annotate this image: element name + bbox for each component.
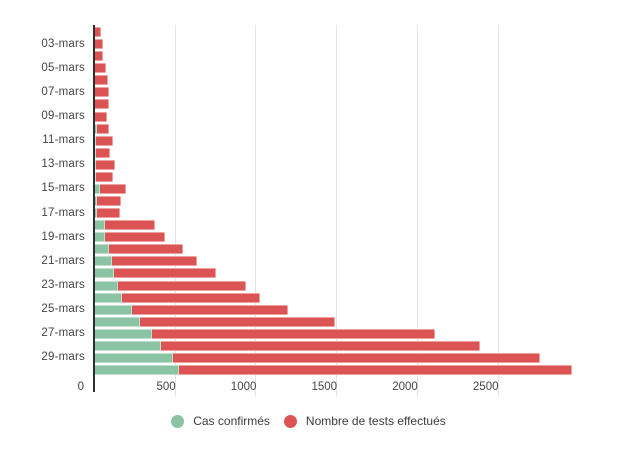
gridline xyxy=(174,25,176,397)
cases-bar[interactable] xyxy=(94,159,97,170)
tests-bar[interactable] xyxy=(94,111,107,122)
gridline xyxy=(255,25,257,397)
tests-bar[interactable] xyxy=(94,183,126,194)
tests-bar[interactable] xyxy=(94,316,335,327)
y-axis-tick-label: 21-mars xyxy=(41,254,85,267)
tests-bar[interactable] xyxy=(94,292,261,303)
y-axis-tick-label: 25-mars xyxy=(41,303,85,316)
cases-bar[interactable] xyxy=(94,232,105,243)
tests-swatch-icon xyxy=(283,414,297,428)
y-axis-tick-label: 17-mars xyxy=(41,206,85,219)
tests-bar[interactable] xyxy=(94,256,198,267)
tests-bar[interactable] xyxy=(94,99,110,110)
cases-bar[interactable] xyxy=(94,340,161,351)
tests-bar[interactable] xyxy=(94,304,288,315)
tests-bar[interactable] xyxy=(94,135,113,146)
tests-bar[interactable] xyxy=(94,147,111,158)
tests-bar[interactable] xyxy=(94,159,115,170)
tests-bar[interactable] xyxy=(94,352,540,363)
tests-bar[interactable] xyxy=(94,51,103,62)
cases-bar[interactable] xyxy=(94,328,153,339)
legend-label-tests: Nombre de tests effectués xyxy=(305,414,446,428)
tests-bar[interactable] xyxy=(94,328,436,339)
y-axis-tick-label: 11-mars xyxy=(42,134,85,147)
cases-bar[interactable] xyxy=(94,365,179,375)
y-axis-tick-label: 19-mars xyxy=(41,230,85,243)
cases-bar[interactable] xyxy=(94,268,115,279)
cases-bar[interactable] xyxy=(94,256,112,267)
tests-bar[interactable] xyxy=(94,123,109,134)
tests-bar[interactable] xyxy=(94,365,572,375)
cases-bar[interactable] xyxy=(94,123,98,134)
gridline xyxy=(497,25,499,397)
cases-bar[interactable] xyxy=(94,292,123,303)
tests-bar[interactable] xyxy=(94,171,113,182)
tests-bar[interactable] xyxy=(94,280,246,291)
gridline xyxy=(416,25,418,397)
cases-bar[interactable] xyxy=(94,316,140,327)
y-axis-tick-label: 09-mars xyxy=(41,110,85,122)
legend-label-cases: Cas confirmés xyxy=(193,414,270,428)
legend-item-tests[interactable]: Nombre de tests effectués xyxy=(283,414,446,428)
tests-bar[interactable] xyxy=(94,27,102,37)
cases-bar[interactable] xyxy=(94,196,98,206)
tests-bar[interactable] xyxy=(94,340,480,351)
tests-bar[interactable] xyxy=(94,220,155,231)
tests-bar[interactable] xyxy=(94,268,216,279)
cases-bar[interactable] xyxy=(94,280,119,291)
y-axis-tick-label: 05-mars xyxy=(41,61,85,74)
tests-bar[interactable] xyxy=(94,232,165,243)
tests-bar[interactable] xyxy=(94,63,107,74)
tests-bar[interactable] xyxy=(94,196,121,206)
x-axis-tick-label: 2500 xyxy=(472,381,499,393)
tests-bar[interactable] xyxy=(94,75,108,86)
tests-bar[interactable] xyxy=(94,208,120,219)
cases-bar[interactable] xyxy=(94,220,105,231)
y-axis-tick-label: 13-mars xyxy=(41,158,85,171)
cases-swatch-icon xyxy=(171,414,185,428)
y-axis-tick-label: 29-mars xyxy=(41,351,85,364)
y-axis-tick-label: 27-mars xyxy=(41,327,85,340)
tests-bar[interactable] xyxy=(94,39,103,50)
y-axis-tick-label: 23-mars xyxy=(41,279,85,291)
legend: Cas confirmés Nombre de tests effectués xyxy=(0,414,617,428)
cases-bar[interactable] xyxy=(94,352,174,363)
x-axis-tick-label: 2000 xyxy=(392,381,418,393)
gridline xyxy=(336,25,338,397)
cases-bar[interactable] xyxy=(94,183,100,194)
cases-bar[interactable] xyxy=(94,171,97,182)
tests-bar[interactable] xyxy=(94,244,183,255)
x-axis-tick-label: 0 xyxy=(77,381,84,393)
legend-item-cases[interactable]: Cas confirmés xyxy=(171,414,270,428)
y-axis-tick-label: 03-mars xyxy=(41,37,85,50)
x-axis-tick-label: 500 xyxy=(156,381,176,393)
y-axis-tick-label: 15-mars xyxy=(41,182,85,195)
cases-bar[interactable] xyxy=(94,304,132,315)
x-axis-tick-label: 1500 xyxy=(311,381,338,393)
cases-bar[interactable] xyxy=(94,244,109,255)
cases-bar[interactable] xyxy=(94,208,98,219)
y-axis-line xyxy=(93,25,95,392)
y-axis-tick-label: 07-mars xyxy=(41,85,85,98)
x-axis-tick-label: 1000 xyxy=(230,381,257,393)
tests-bar[interactable] xyxy=(94,87,110,98)
